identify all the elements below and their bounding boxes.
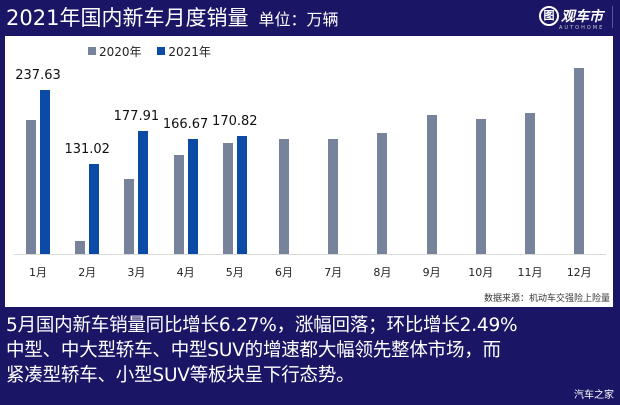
chart-panel [5, 36, 613, 307]
logo-mark-icon: 图 [539, 6, 559, 26]
bar-2020 [222, 142, 233, 254]
x-tick-label: 9月 [422, 266, 441, 279]
legend-swatch-2021 [157, 47, 166, 55]
x-tick-label: 4月 [176, 266, 195, 279]
x-tick-label: 3月 [127, 266, 146, 279]
caption-text: 5月国内新车销量同比增长6.27%，涨幅回落；环比增长2.49% 中型、中大型轿… [6, 313, 518, 388]
bar-2021 [89, 163, 100, 254]
bar-2020 [279, 139, 289, 254]
data-label: 170.82 [212, 114, 258, 130]
unit-label: 单位：万辆 [258, 10, 339, 29]
x-tick-label: 1月 [29, 266, 47, 279]
x-tick-label: 6月 [275, 266, 293, 279]
logo-name: 观车市 [561, 9, 603, 25]
bar-2020 [475, 118, 486, 254]
x-tick-label: 5月 [225, 266, 244, 279]
bar-2021 [138, 131, 149, 254]
legend-item-2021: 2021年 [157, 45, 211, 59]
legend-label: 2021年 [168, 45, 211, 59]
bar-2020 [124, 178, 135, 254]
legend-item-2020: 2020年 [88, 45, 142, 59]
chart-legend: 2020年 2021年 [88, 43, 223, 60]
x-tick-label: 10月 [468, 266, 494, 279]
bar-2020 [328, 138, 339, 254]
x-tick-label: 2月 [78, 266, 97, 279]
bar-2020 [26, 120, 36, 254]
data-source-note: 数据来源：机动车交强险上险量 [483, 294, 610, 304]
data-label: 166.67 [162, 116, 209, 132]
bar-2021 [236, 136, 247, 254]
x-tick-label: 12月 [566, 266, 592, 279]
logo-divider [612, 6, 613, 28]
watermark: 汽车之家 [574, 390, 614, 401]
brand-logo: 图 观车市 AUTOHOME [539, 4, 609, 32]
bar-2021 [187, 138, 198, 254]
legend-swatch-2020 [88, 47, 96, 55]
chart-title: 2021年国内新车月度销量 单位：万辆 [6, 5, 338, 33]
bar-2020 [574, 67, 585, 254]
bar-2021 [40, 90, 50, 254]
data-label: 177.91 [113, 109, 160, 125]
bar-2020 [377, 133, 388, 254]
logo-subtitle: AUTOHOME [559, 25, 605, 31]
caption-line: 紧凑型轿车、小型SUV等板块呈下行态势。 [6, 365, 355, 386]
bar-2020 [75, 240, 86, 254]
bar-2020 [173, 155, 184, 254]
x-axis-line [14, 254, 606, 255]
legend-label: 2020年 [99, 45, 142, 59]
caption-line: 中型、中大型轿车、中型SUV的增速都大幅领先整体市场，而 [6, 340, 501, 361]
bar-2020 [525, 113, 535, 254]
x-tick-label: 8月 [373, 266, 392, 279]
bar-2020 [426, 115, 437, 254]
title-text: 2021年国内新车月度销量 [6, 6, 249, 30]
x-tick-label: 7月 [324, 266, 343, 279]
data-label: 131.02 [64, 141, 110, 157]
data-label: 237.63 [15, 68, 61, 84]
caption-line: 5月国内新车销量同比增长6.27%，涨幅回落；环比增长2.49% [6, 315, 518, 336]
x-tick-label: 11月 [517, 266, 543, 279]
